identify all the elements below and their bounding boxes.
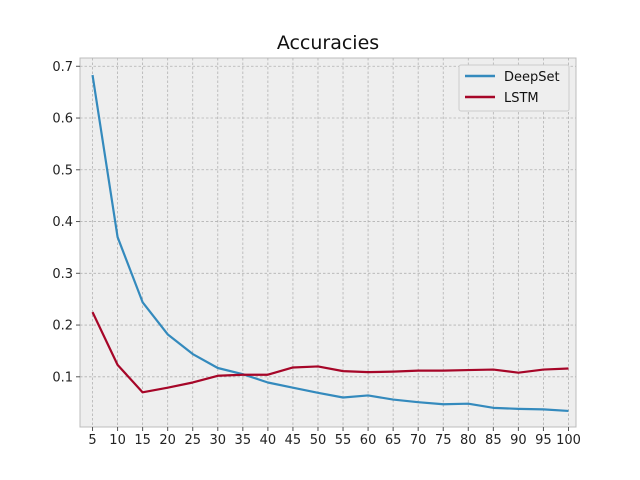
y-tick-label: 0.5 xyxy=(52,163,73,178)
x-tick-label: 50 xyxy=(310,433,327,448)
x-tick-label: 60 xyxy=(360,433,377,448)
x-tick-label: 65 xyxy=(385,433,402,448)
x-tick-label: 75 xyxy=(435,433,452,448)
x-tick-label: 40 xyxy=(260,433,277,448)
x-tick-label: 90 xyxy=(510,433,527,448)
series-line-deepset xyxy=(91,74,569,413)
legend-label-lstm: LSTM xyxy=(504,91,539,106)
x-tick-label: 15 xyxy=(134,433,151,448)
x-tick-label: 45 xyxy=(285,433,302,448)
x-tick-label: 25 xyxy=(184,433,201,448)
series-line-lstm xyxy=(91,311,569,394)
x-tick-label: 70 xyxy=(410,433,427,448)
y-tick-label: 0.6 xyxy=(52,112,73,127)
y-tick-label: 0.1 xyxy=(52,370,73,385)
x-tick-label: 10 xyxy=(109,433,126,448)
x-tick-label: 20 xyxy=(159,433,176,448)
x-tick-label: 95 xyxy=(535,433,552,448)
chart-title: Accuracies xyxy=(277,32,379,54)
legend: DeepSet LSTM xyxy=(458,64,570,112)
y-tick-label: 0.3 xyxy=(52,267,73,282)
x-tick-label: 30 xyxy=(210,433,227,448)
y-tick-label: 0.4 xyxy=(52,215,73,230)
x-tick-label: 85 xyxy=(485,433,502,448)
y-axis: 0.1 0.2 0.3 0.4 0.5 0.6 0.7 xyxy=(52,60,80,385)
x-tick-label: 35 xyxy=(235,433,252,448)
y-tick-label: 0.7 xyxy=(52,60,73,75)
x-tick-label: 55 xyxy=(335,433,352,448)
series-group xyxy=(91,74,569,413)
x-tick-label: 100 xyxy=(556,433,581,448)
x-axis: 5 10 15 20 25 30 35 40 45 50 55 60 65 70 75 80 85 90 95 100 xyxy=(88,427,581,448)
x-tick-label: 5 xyxy=(88,433,96,448)
x-tick-label: 80 xyxy=(460,433,477,448)
y-tick-label: 0.2 xyxy=(52,319,73,334)
legend-label-deepset: DeepSet xyxy=(504,70,560,85)
